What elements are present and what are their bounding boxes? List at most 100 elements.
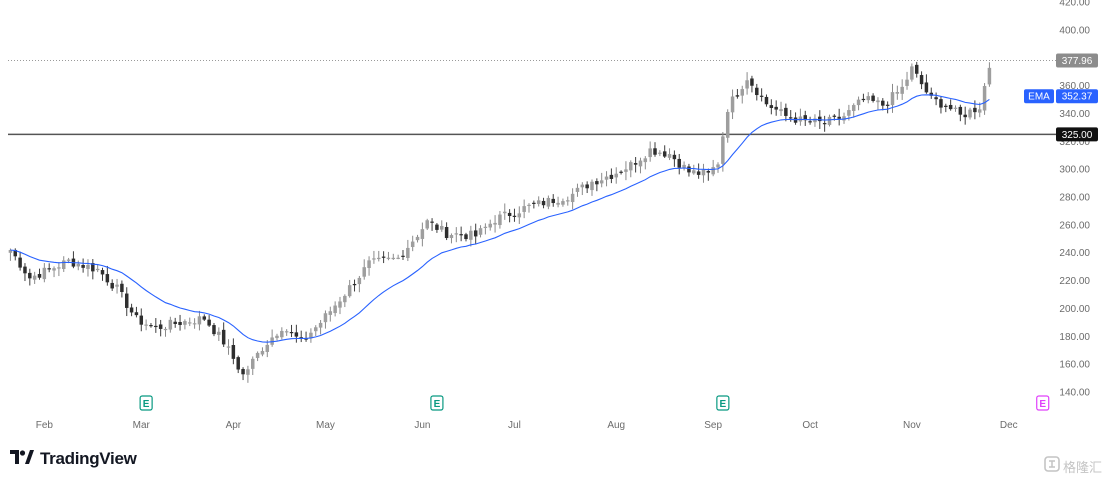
candle [120, 280, 124, 298]
y-tick-label: 200.00 [1059, 304, 1090, 315]
candle [440, 220, 444, 232]
candle [643, 156, 648, 170]
candle [183, 319, 187, 330]
candle [129, 303, 134, 317]
candle [532, 200, 536, 209]
candle [32, 271, 37, 284]
candle [95, 264, 100, 273]
candle [503, 203, 507, 220]
candle [963, 106, 967, 125]
earnings-marker[interactable]: E [716, 395, 730, 411]
price-chart[interactable]: 140.00 160.00 180.00 200.00 220.00 240.00 260.… [0, 0, 1110, 440]
candle [629, 160, 633, 178]
candle [187, 317, 192, 327]
x-tick-label: Jun [414, 420, 430, 431]
candle [595, 178, 599, 192]
candle [212, 322, 216, 337]
candle [401, 250, 405, 261]
candle [580, 182, 585, 196]
candle [71, 251, 76, 269]
candle [895, 85, 900, 100]
candle [861, 93, 866, 103]
candle [134, 306, 139, 318]
candle [444, 222, 449, 241]
candle [730, 89, 735, 120]
earnings-marker[interactable]: E [1036, 395, 1050, 411]
y-tick-label: 400.00 [1059, 25, 1090, 36]
candle [377, 250, 381, 262]
earnings-marker[interactable]: E [139, 395, 153, 411]
candle [658, 150, 662, 157]
candle [890, 83, 895, 113]
candle [478, 225, 483, 238]
candle [241, 367, 245, 381]
candle [609, 168, 614, 184]
candle [575, 183, 580, 197]
candle [493, 215, 497, 233]
last-price-badge: 377.96 [1056, 53, 1098, 68]
candle [527, 203, 531, 213]
candle [270, 329, 274, 347]
earnings-marker[interactable]: E [430, 395, 444, 411]
candle [168, 316, 173, 333]
candle [711, 159, 715, 177]
candle [764, 94, 769, 107]
candle [323, 310, 328, 329]
candle [638, 157, 643, 174]
ema-line [10, 94, 990, 343]
x-tick-label: Jul [508, 420, 521, 431]
candle [900, 79, 904, 100]
candle [284, 329, 289, 336]
candle [381, 251, 386, 264]
candle [37, 268, 42, 280]
candle [464, 232, 468, 242]
svg-text:E: E [720, 399, 727, 410]
svg-text:E: E [143, 399, 150, 410]
candle [76, 260, 81, 271]
candle [614, 167, 618, 184]
candle [662, 145, 667, 159]
y-tick-label: 260.00 [1059, 220, 1090, 231]
candle [265, 340, 270, 358]
candle [391, 253, 396, 260]
x-tick-label: May [316, 420, 335, 431]
candle [856, 96, 861, 111]
candle [745, 72, 749, 95]
candle [774, 100, 778, 116]
candle [139, 308, 144, 332]
watermark-text: 格隆汇 [1062, 460, 1102, 476]
candle [406, 239, 410, 262]
candle [716, 162, 720, 173]
candle [294, 324, 299, 343]
candle [309, 328, 313, 343]
candle [682, 161, 686, 171]
candle [648, 141, 652, 162]
candle [871, 93, 875, 103]
candle [396, 254, 400, 260]
candle [498, 210, 502, 229]
candle [827, 114, 832, 127]
candle [948, 99, 953, 111]
candle [221, 322, 226, 347]
y-tick-label: 140.00 [1059, 388, 1090, 399]
y-tick-label: 420.00 [1059, 0, 1090, 9]
candle [100, 267, 105, 281]
support-price-badge: 325.00 [1056, 127, 1098, 142]
candle [246, 365, 250, 383]
candle [808, 116, 812, 125]
candle [653, 142, 657, 157]
candle [231, 338, 236, 365]
y-tick-label: 360.00 [1059, 81, 1090, 92]
candle [158, 319, 163, 337]
candle [154, 318, 158, 333]
candle [415, 234, 420, 243]
candle [561, 198, 565, 207]
candle [149, 323, 153, 328]
candle [851, 103, 856, 118]
x-tick-label: Sep [704, 420, 722, 431]
x-tick-label: Aug [607, 420, 625, 431]
candle [759, 88, 764, 102]
candle [115, 278, 119, 294]
candle [876, 97, 880, 111]
candle [236, 355, 240, 374]
